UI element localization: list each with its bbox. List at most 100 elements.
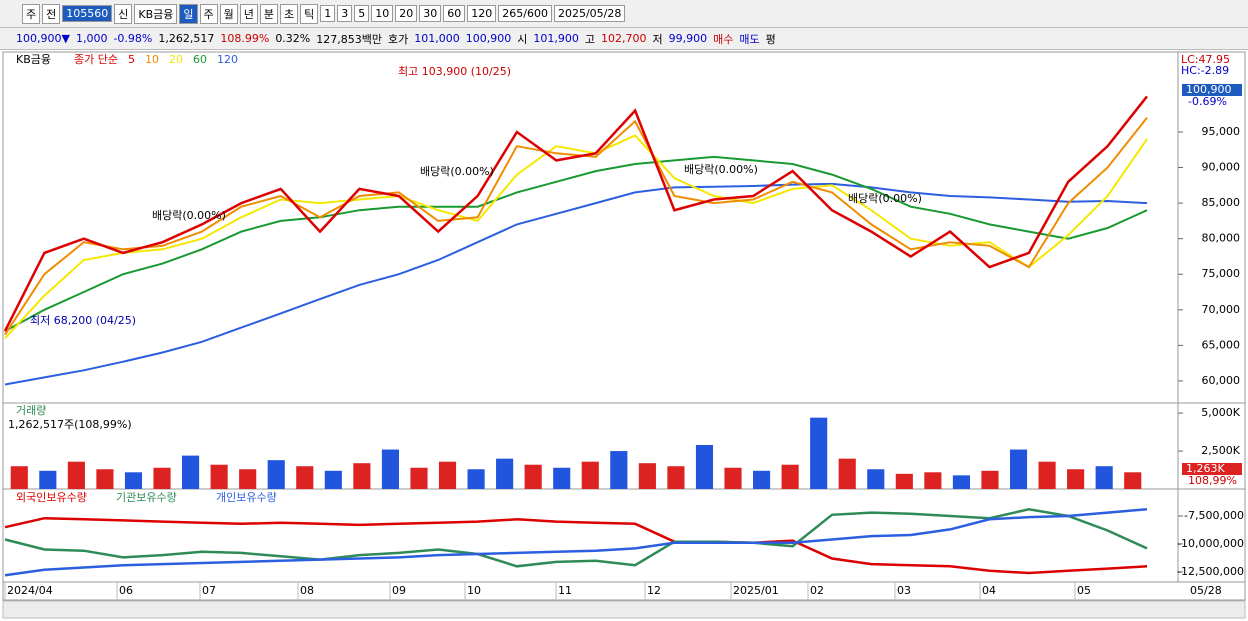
volume-bar bbox=[182, 455, 200, 489]
volume-tag-label: 1,263K bbox=[1186, 462, 1225, 475]
volume-bar bbox=[296, 466, 314, 489]
y-tick-label: 90,000 bbox=[1202, 161, 1241, 174]
volume-bar bbox=[438, 461, 457, 489]
volume-bar bbox=[353, 463, 371, 489]
quote-field: 시 bbox=[517, 32, 528, 46]
toolbar-button[interactable]: 5 bbox=[354, 5, 370, 22]
x-tick-label: 09 bbox=[392, 584, 406, 597]
volume-bar bbox=[524, 464, 542, 489]
quote-field: -0.98% bbox=[113, 32, 153, 45]
toolbar-button[interactable]: 265/600 bbox=[498, 5, 552, 22]
quote-field: 100,900▼ bbox=[16, 32, 70, 45]
series-line bbox=[4, 508, 1148, 577]
toolbar-button[interactable]: 60 bbox=[443, 5, 466, 22]
y-tick-label: 75,000 bbox=[1202, 267, 1241, 280]
panel-title: KB금융 bbox=[16, 53, 51, 66]
toolbar-button[interactable]: 10 bbox=[371, 5, 394, 22]
toolbar-button[interactable]: 1 bbox=[320, 5, 336, 22]
series-line bbox=[4, 155, 1148, 332]
legend-entry: 10 bbox=[145, 53, 159, 66]
x-tick-label: 02 bbox=[810, 584, 824, 597]
toolbar-button[interactable]: 주 bbox=[22, 3, 41, 24]
volume-bar bbox=[638, 463, 656, 489]
volume-bar bbox=[96, 469, 114, 489]
volume-bar bbox=[838, 458, 856, 489]
series-line bbox=[4, 117, 1148, 336]
series-line bbox=[4, 134, 1148, 339]
volume-bar bbox=[695, 444, 714, 489]
quote-field: 108.99% bbox=[220, 32, 270, 45]
toolbar-button[interactable]: 년 bbox=[239, 3, 258, 24]
toolbar-button[interactable]: 틱 bbox=[300, 3, 319, 24]
volume-bar bbox=[39, 470, 57, 489]
toolbar-button[interactable]: 초 bbox=[280, 3, 299, 24]
volume-bar bbox=[210, 464, 228, 489]
y-tick-label: 85,000 bbox=[1202, 196, 1241, 209]
series-line bbox=[4, 508, 1148, 568]
toolbar-button[interactable]: 2025/05/28 bbox=[553, 5, 626, 22]
x-tick-label: 05 bbox=[1077, 584, 1091, 597]
quote-field: 고 bbox=[584, 32, 595, 46]
toolbar-button[interactable]: 105560 bbox=[62, 5, 113, 22]
quote-field: 101,000 bbox=[414, 32, 460, 45]
y-tick-label: 65,000 bbox=[1202, 338, 1241, 351]
x-tick-label: 08 bbox=[300, 584, 314, 597]
volume-bar bbox=[1124, 472, 1142, 489]
toolbar-button[interactable]: 신 bbox=[114, 3, 133, 24]
volume-bar bbox=[753, 470, 771, 489]
quote-field: 101,900 bbox=[533, 32, 579, 45]
volume-bar bbox=[10, 466, 28, 489]
frame bbox=[2, 51, 1246, 601]
annotation: 배당락(0.00%) bbox=[420, 165, 494, 178]
y-tick-label: 80,000 bbox=[1202, 232, 1241, 245]
indicator-label: HC:-2.89 bbox=[1181, 64, 1229, 77]
toolbar-button[interactable]: 120 bbox=[467, 5, 497, 22]
volume-ratio: 108,99% bbox=[1188, 474, 1237, 487]
quote-field[interactable]: 매도 bbox=[739, 32, 760, 46]
toolbar-button[interactable]: 월 bbox=[219, 3, 238, 24]
quote-field[interactable]: 매수 bbox=[713, 32, 734, 46]
volume-bar bbox=[581, 461, 599, 489]
quote-field[interactable]: 평 bbox=[765, 32, 776, 46]
volume-bar bbox=[924, 472, 942, 489]
y-tick-label: 2,500K bbox=[1201, 444, 1240, 457]
toolbar-button[interactable]: 분 bbox=[259, 3, 278, 24]
volume-bar bbox=[1095, 466, 1113, 489]
annotation: 배당락(0.00%) bbox=[848, 192, 922, 205]
series-line bbox=[4, 182, 1148, 386]
scrollbar[interactable] bbox=[2, 600, 1246, 619]
annotation: 배당락(0.00%) bbox=[152, 209, 226, 222]
volume-bar bbox=[610, 451, 628, 489]
x-tick-label: 06 bbox=[119, 584, 133, 597]
x-tick-label: 11 bbox=[558, 584, 572, 597]
volume-bar bbox=[952, 475, 970, 489]
toolbar: 주 전 105560 신 KB금융 일 주 월 년 분 초 틱 1 3 5 10 20 30 60 120 265/60… bbox=[0, 0, 1248, 28]
panel-title: 거래량 bbox=[16, 404, 46, 417]
y-tick-label: -12,500,000 bbox=[1177, 565, 1244, 578]
volume-bar bbox=[810, 417, 828, 489]
legend-entry: 5 bbox=[128, 53, 135, 66]
x-tick-label: 2025/01 bbox=[733, 584, 779, 597]
volume-bar bbox=[1067, 469, 1085, 489]
toolbar-button[interactable]: 3 bbox=[337, 5, 353, 22]
quote-field: 1,262,517 bbox=[158, 32, 215, 45]
volume-bar bbox=[724, 467, 742, 489]
price-tag bbox=[1182, 83, 1242, 96]
volume-bar bbox=[153, 467, 171, 489]
y-tick-label: -10,000,000 bbox=[1177, 537, 1244, 550]
volume-bar bbox=[496, 458, 514, 489]
y-tick-label: 70,000 bbox=[1202, 303, 1241, 316]
volume-bar bbox=[324, 470, 342, 489]
toolbar-button[interactable]: KB금융 bbox=[134, 3, 178, 24]
volume-bar bbox=[381, 449, 399, 489]
series-line bbox=[3, 95, 1148, 332]
volume-bar bbox=[1038, 461, 1056, 489]
volume-bar bbox=[781, 464, 799, 489]
volume-bar bbox=[1009, 449, 1028, 489]
toolbar-button[interactable]: 일 bbox=[179, 3, 198, 24]
toolbar-button[interactable]: 주 bbox=[199, 3, 218, 24]
indicator-label: LC:47.95 bbox=[1181, 53, 1230, 66]
toolbar-button[interactable]: 20 bbox=[395, 5, 418, 22]
toolbar-button[interactable]: 전 bbox=[42, 3, 61, 24]
toolbar-button[interactable]: 30 bbox=[419, 5, 442, 22]
